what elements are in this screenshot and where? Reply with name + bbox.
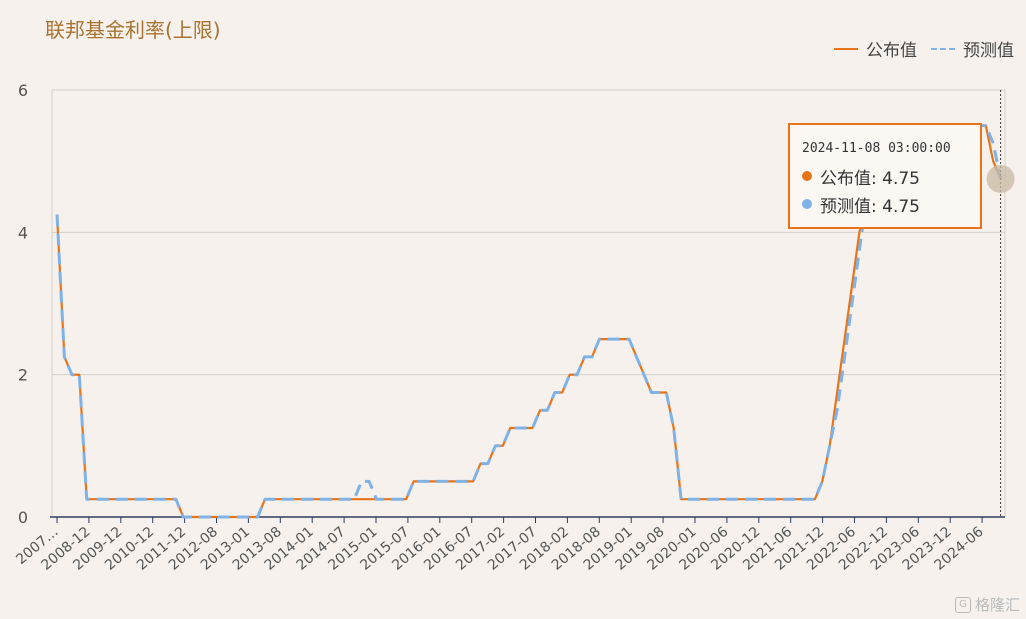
tooltip-row-forecast: 预测值: 4.75 [802, 190, 970, 218]
legend-label-forecast: 预测值 [963, 41, 1014, 61]
tooltip-dot-forecast [802, 199, 812, 209]
series-line-forecast [55, 124, 1003, 519]
tooltip-time: 2024-11-08 03:00:00 [802, 141, 951, 156]
legend-swatch-published [834, 47, 858, 50]
hover-point-highlight [986, 164, 1015, 193]
chart-title: 联邦基金利率(上限) [45, 18, 221, 42]
y-tick-label: 2 [18, 366, 28, 385]
y-tick-label: 6 [18, 81, 28, 100]
chart-legend: 公布值 预测值 [834, 36, 1014, 61]
y-tick-label: 0 [18, 508, 28, 527]
legend-label-published: 公布值 [866, 41, 917, 61]
watermark: G 格隆汇 [954, 594, 1020, 615]
tooltip-row-published: 公布值: 4.75 [802, 162, 970, 190]
tooltip-value-forecast: 预测值: 4.75 [820, 196, 920, 217]
watermark-logo-icon: G [954, 596, 971, 613]
legend-swatch-forecast [931, 47, 955, 50]
tooltip-dot-published [802, 171, 812, 181]
tooltip-value-published: 公布值: 4.75 [820, 168, 920, 189]
chart-tooltip: 2024-11-08 03:00:00 公布值: 4.75 预测值: 4.75 [788, 123, 982, 229]
legend-item-forecast[interactable]: 预测值 [931, 36, 1014, 61]
watermark-text: 格隆汇 [974, 596, 1020, 614]
legend-item-published[interactable]: 公布值 [834, 36, 917, 61]
y-tick-label: 4 [18, 223, 28, 242]
